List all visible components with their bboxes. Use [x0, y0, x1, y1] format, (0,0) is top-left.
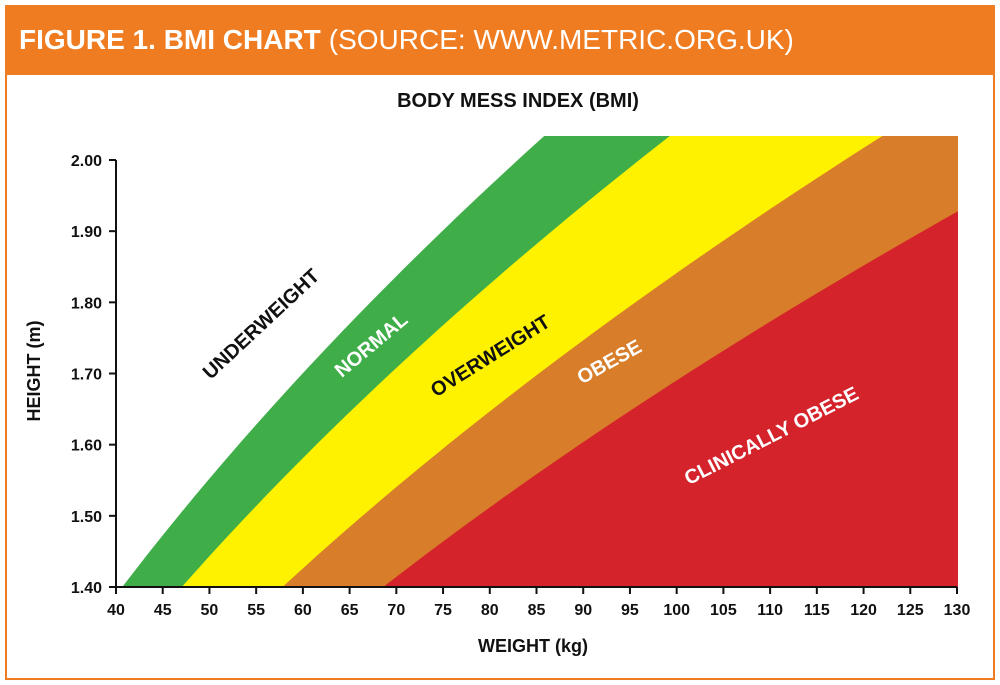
- x-tick-label: 125: [897, 602, 924, 619]
- x-tick-label: 40: [107, 602, 125, 619]
- y-tick-label: 1.70: [71, 367, 102, 384]
- y-tick-label: 1.40: [71, 580, 102, 597]
- label-underweight: UNDERWEIGHT: [199, 265, 324, 384]
- bmi-bands: [122, 136, 958, 587]
- x-tick-label: 45: [154, 602, 172, 619]
- x-tick-label: 65: [341, 602, 359, 619]
- x-tick-label: 70: [387, 602, 405, 619]
- y-tick-label: 1.50: [71, 509, 102, 526]
- y-tick-label: 1.80: [71, 295, 102, 312]
- figure-caption-bold: FIGURE 1. BMI CHART: [19, 24, 321, 55]
- figure-caption-source: (SOURCE: WWW.METRIC.ORG.UK): [328, 24, 794, 55]
- x-tick-label: 115: [804, 602, 830, 619]
- x-tick-label: 60: [294, 602, 312, 619]
- x-tick-label: 100: [663, 602, 690, 619]
- y-tick-label: 2.00: [71, 153, 102, 170]
- figure-border: [5, 75, 995, 680]
- band-clinically-obese: [383, 211, 958, 587]
- y-axis-label: HEIGHT (m): [24, 320, 44, 421]
- chart-axes: 40 45 50 55 60 65 70 75 80 85 90 95 100 105 110 115 120 1…: [71, 153, 971, 619]
- x-tick-label: 105: [710, 602, 737, 619]
- y-tick-label: 1.60: [71, 438, 102, 455]
- x-tick-label: 90: [574, 602, 592, 619]
- x-tick-label: 130: [944, 602, 971, 619]
- x-tick-label: 55: [247, 602, 265, 619]
- x-tick-label: 85: [528, 602, 546, 619]
- x-tick-label: 75: [434, 602, 452, 619]
- x-axis-label: WEIGHT (kg): [478, 636, 588, 656]
- x-tick-label: 50: [201, 602, 219, 619]
- x-tick-label: 95: [621, 602, 639, 619]
- x-tick-label: 110: [757, 602, 783, 619]
- y-tick-label: 1.90: [71, 224, 102, 241]
- x-tick-label: 120: [850, 602, 877, 619]
- chart-title: BODY MESS INDEX (BMI): [397, 90, 639, 112]
- figure-header: FIGURE 1. BMI CHART (SOURCE: WWW.METRIC.…: [5, 5, 995, 75]
- x-tick-label: 80: [481, 602, 499, 619]
